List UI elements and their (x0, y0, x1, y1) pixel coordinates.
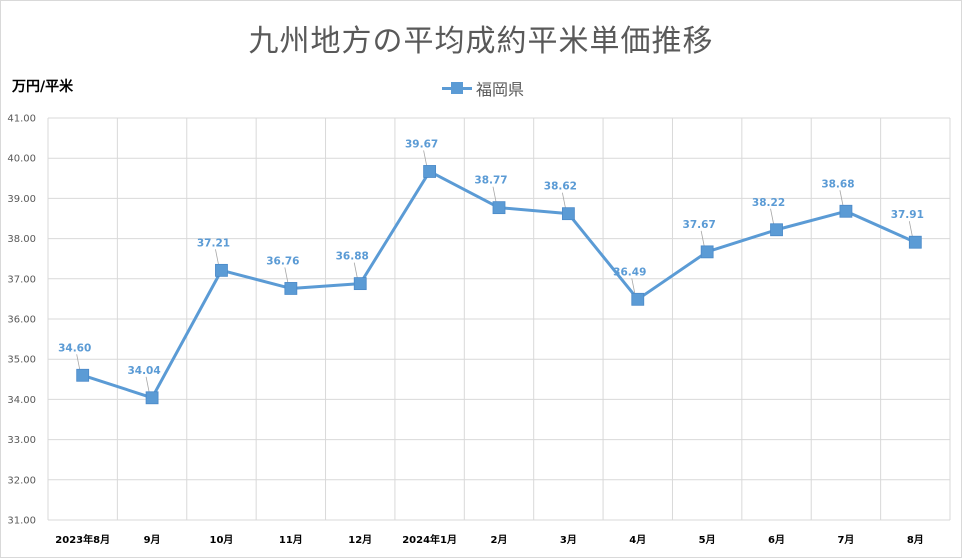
data-label: 37.91 (891, 209, 924, 221)
y-tick-label: 31.00 (7, 516, 36, 527)
data-label: 38.62 (544, 181, 577, 193)
data-label: 34.60 (58, 342, 91, 354)
x-tick-label: 8月 (907, 534, 924, 546)
legend-swatch (442, 81, 472, 95)
x-tick-label: 2023年8月 (55, 533, 110, 546)
y-tick-label: 35.00 (7, 355, 36, 366)
y-tick-label: 37.00 (7, 274, 36, 285)
data-point-marker (561, 207, 575, 221)
data-label-leader (284, 267, 289, 283)
data-label: 39.67 (405, 138, 438, 150)
data-label-leader (492, 186, 497, 202)
data-label: 34.04 (127, 365, 160, 377)
x-tick-label: 2024年1月 (402, 533, 457, 546)
data-point-marker (770, 223, 783, 237)
data-label: 38.68 (821, 178, 854, 190)
data-label: 36.49 (613, 266, 646, 278)
data-point-marker (76, 368, 90, 382)
x-tick-label: 7月 (837, 534, 854, 546)
data-label: 38.22 (752, 197, 785, 209)
y-tick-label: 36.00 (7, 315, 36, 326)
data-point-marker (492, 201, 506, 215)
x-tick-label: 12月 (348, 534, 372, 546)
data-label-leader (215, 249, 219, 265)
data-label: 36.76 (266, 255, 299, 267)
data-point-marker (353, 277, 367, 291)
legend: 福岡県 (442, 78, 525, 99)
data-label-leader (631, 278, 636, 294)
data-label-leader (770, 208, 774, 224)
data-point-marker (908, 235, 922, 249)
x-tick-label: 5月 (699, 534, 716, 546)
y-tick-label: 32.00 (7, 475, 36, 486)
x-tick-label: 6月 (768, 534, 785, 546)
x-tick-label: 10月 (210, 534, 234, 546)
y-tick-label: 33.00 (7, 435, 36, 446)
data-label-leader (76, 354, 81, 370)
chart-title: 九州地方の平均成約平米単価推移 (248, 24, 714, 59)
data-label-leader (353, 262, 358, 278)
x-tick-label: 3月 (560, 534, 577, 546)
y-tick-label: 41.00 (7, 114, 36, 125)
data-label-leader (908, 221, 913, 237)
data-label-leader (839, 190, 844, 206)
y-tick-label: 39.00 (7, 194, 36, 205)
data-label-leader (423, 150, 428, 166)
x-tick-label: 4月 (629, 534, 646, 546)
legend-marker (451, 82, 463, 94)
data-point-marker (423, 165, 437, 178)
y-tick-label: 38.00 (7, 234, 36, 245)
y-tick-label: 34.00 (7, 395, 36, 406)
x-tick-label: 11月 (279, 534, 303, 546)
data-label-leader (561, 192, 566, 208)
data-point-marker (284, 282, 298, 295)
data-point-marker (631, 292, 645, 306)
data-point-marker (215, 263, 228, 277)
data-point-marker (839, 204, 853, 218)
legend-label: 福岡県 (476, 80, 525, 99)
data-label: 36.88 (336, 251, 369, 263)
y-axis-unit-label: 万円/平米 (12, 79, 74, 95)
data-label-leader (145, 376, 150, 392)
y-tick-label: 40.00 (7, 154, 36, 165)
data-point-marker (700, 245, 714, 259)
data-label: 38.77 (474, 175, 507, 187)
data-label-leader (700, 230, 705, 246)
data-point-marker (145, 391, 159, 405)
data-label: 37.67 (683, 219, 716, 231)
data-label: 37.21 (197, 237, 230, 249)
x-tick-label: 2月 (491, 534, 508, 546)
x-tick-label: 9月 (144, 534, 161, 546)
